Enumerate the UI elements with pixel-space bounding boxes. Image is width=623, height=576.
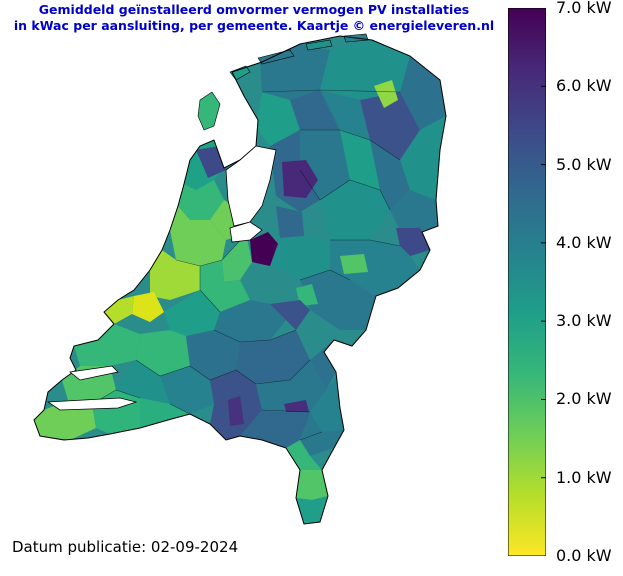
region-east-2 bbox=[340, 130, 380, 190]
region-brabant-west-2 bbox=[116, 360, 170, 404]
colorbar-tick-label: 0.0 kW bbox=[556, 546, 612, 565]
region-dark-center bbox=[250, 232, 280, 266]
region-west-3 bbox=[170, 206, 226, 266]
oosterschelde bbox=[69, 365, 119, 381]
colorbar-fill bbox=[508, 8, 546, 556]
title-line-2: in kWac per aansluiting, per gemeente. K… bbox=[13, 18, 495, 33]
region-brabant-3 bbox=[236, 330, 310, 384]
region-limburg-2 bbox=[300, 412, 344, 456]
island-texel bbox=[197, 91, 221, 131]
colorbar-tick-marks bbox=[541, 8, 546, 556]
colorbar-tick-label: 6.0 kW bbox=[556, 76, 612, 96]
municipality-regions bbox=[34, 40, 446, 524]
region-north-4 bbox=[256, 92, 300, 146]
colorbar-tick-label: 3.0 kW bbox=[556, 311, 612, 331]
region-center-light bbox=[296, 284, 318, 306]
region-north-3 bbox=[400, 56, 446, 130]
region-zeeland-1 bbox=[74, 324, 140, 366]
colorbar-tick-label: 4.0 kW bbox=[556, 232, 612, 252]
region-limburg-3 bbox=[286, 440, 322, 470]
region-brabant-purple bbox=[228, 396, 244, 426]
region-noordoostpolder bbox=[282, 160, 318, 198]
region-north-5 bbox=[290, 90, 340, 130]
colorbar-tick-label: 7.0 kW bbox=[556, 0, 612, 17]
region-brabant-5 bbox=[256, 360, 326, 412]
region-brabant-1 bbox=[186, 330, 240, 380]
region-brabant-west-1 bbox=[136, 330, 190, 376]
colorbar-tick-label: 5.0 kW bbox=[556, 154, 612, 174]
publication-date: Datum publicatie: 02-09-2024 bbox=[12, 538, 239, 556]
inland-waters bbox=[46, 145, 277, 411]
region-rotterdam-bright bbox=[132, 292, 164, 322]
region-east-5 bbox=[320, 180, 390, 240]
region-east-6 bbox=[330, 240, 420, 296]
region-north-6 bbox=[320, 90, 370, 140]
region-east-3 bbox=[370, 140, 410, 210]
region-zuid-holland-3 bbox=[164, 290, 220, 336]
colorbar-tick-label: 2.0 kW bbox=[556, 389, 612, 409]
region-east-light bbox=[340, 254, 368, 274]
netherlands-choropleth-map bbox=[33, 33, 447, 525]
region-brabant-2 bbox=[160, 366, 214, 414]
region-east-4 bbox=[390, 190, 438, 232]
wadden-islands bbox=[197, 33, 369, 131]
region-almere-area bbox=[276, 206, 304, 238]
region-zuid-holland-2 bbox=[200, 260, 250, 312]
colorbar-tick-label: 1.0 kW bbox=[556, 467, 612, 487]
region-zeeland-3 bbox=[34, 400, 96, 440]
westerschelde bbox=[46, 397, 138, 411]
region-brabant-west-3 bbox=[140, 398, 190, 428]
region-zuid-holland-1 bbox=[150, 250, 200, 300]
region-center-1 bbox=[270, 236, 330, 280]
region-middle-2 bbox=[270, 300, 310, 330]
region-limburg-5 bbox=[296, 496, 328, 524]
region-limburg-1 bbox=[310, 372, 344, 432]
region-middle-1 bbox=[214, 300, 286, 342]
island-vlieland bbox=[229, 65, 251, 81]
region-west-4 bbox=[222, 234, 252, 282]
region-limburg-4 bbox=[296, 470, 328, 500]
region-west-1 bbox=[178, 180, 224, 220]
region-north-8 bbox=[400, 116, 446, 200]
island-ameland bbox=[305, 39, 333, 51]
title-line-1: Gemiddeld geïnstalleerd omvormer vermoge… bbox=[38, 2, 470, 17]
region-borders bbox=[91, 89, 401, 441]
markermeer bbox=[229, 221, 263, 243]
region-center-2 bbox=[300, 270, 376, 330]
region-twente bbox=[396, 228, 430, 256]
region-brabant-6 bbox=[240, 410, 310, 448]
region-groningen-bright bbox=[374, 80, 398, 108]
region-zuid-holland-4 bbox=[104, 296, 134, 324]
ijsselmeer bbox=[225, 145, 277, 227]
colorbar bbox=[508, 8, 546, 556]
map-title: Gemiddeld geïnstalleerd omvormer vermoge… bbox=[0, 2, 508, 34]
